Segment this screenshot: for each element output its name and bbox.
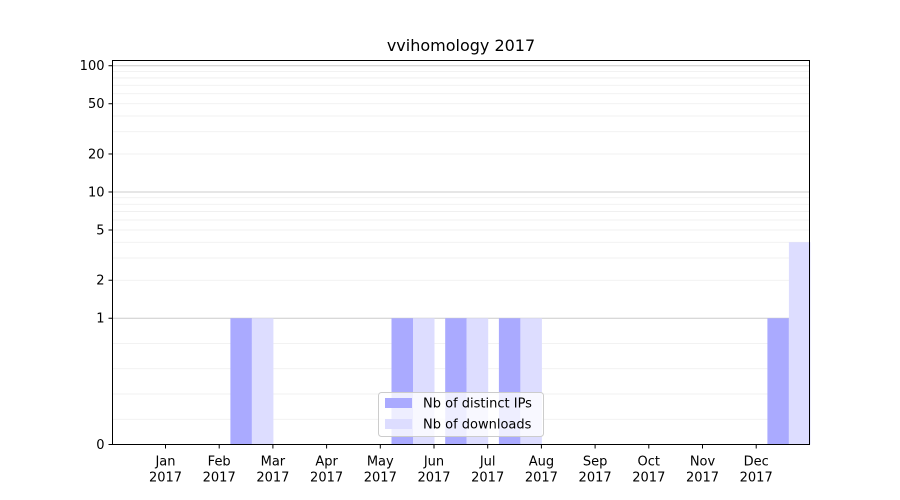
y-tick-label: 50 xyxy=(88,97,105,112)
x-tick-label-year: 2017 xyxy=(525,471,558,486)
x-tick-label-year: 2017 xyxy=(632,471,665,486)
y-tick-label: 0 xyxy=(96,438,104,453)
x-tick-label-month: Sep xyxy=(583,455,608,470)
x-tick-label-year: 2017 xyxy=(686,471,719,486)
chart-title: vvihomology 2017 xyxy=(387,36,535,55)
bar-downloads xyxy=(251,318,274,445)
x-tick-label-month: Jul xyxy=(479,455,496,470)
y-tick-label: 2 xyxy=(96,274,104,289)
x-tick-label-month: Dec xyxy=(744,455,769,470)
bar-distinct-ips xyxy=(767,318,789,445)
x-tick-label-year: 2017 xyxy=(740,471,773,486)
x-tick-label-month: May xyxy=(367,455,394,470)
legend-box xyxy=(378,392,544,437)
x-tick-label-month: Mar xyxy=(261,455,286,470)
x-tick-label-year: 2017 xyxy=(364,471,397,486)
bar-downloads xyxy=(788,242,811,445)
x-tick-label-year: 2017 xyxy=(149,471,182,486)
y-tick-label: 5 xyxy=(96,223,104,238)
y-tick-label: 10 xyxy=(88,185,105,200)
x-tick-label-year: 2017 xyxy=(203,471,236,486)
y-axis: 0 1 2 5 10 20 50 100 xyxy=(80,59,113,453)
y-tick-label: 1 xyxy=(96,312,104,327)
x-tick-label-month: Feb xyxy=(208,455,231,470)
legend-label: Nb of downloads xyxy=(423,418,532,433)
x-tick-label-month: Aug xyxy=(529,455,554,470)
x-tick-label-month: Apr xyxy=(315,455,338,470)
plot-frame xyxy=(112,60,810,445)
legend-swatch xyxy=(385,419,412,429)
x-tick-label-year: 2017 xyxy=(417,471,450,486)
x-tick-label-month: Jun xyxy=(423,455,444,470)
legend-label: Nb of distinct IPs xyxy=(423,397,532,412)
x-axis: Jan2017Feb2017Mar2017Apr2017May2017Jun20… xyxy=(149,444,773,486)
x-tick-label-year: 2017 xyxy=(471,471,504,486)
bar-distinct-ips xyxy=(230,318,252,445)
y-tick-label: 100 xyxy=(80,59,105,74)
x-tick-label-year: 2017 xyxy=(256,471,289,486)
legend-swatch xyxy=(385,398,412,408)
x-tick-label-month: Jan xyxy=(154,455,175,470)
x-tick-label-year: 2017 xyxy=(579,471,612,486)
x-tick-label-month: Nov xyxy=(690,455,716,470)
x-tick-label-year: 2017 xyxy=(310,471,343,486)
x-tick-label-month: Oct xyxy=(638,455,660,470)
legend: Nb of distinct IPs Nb of downloads xyxy=(378,392,544,437)
y-tick-label: 20 xyxy=(88,147,105,162)
